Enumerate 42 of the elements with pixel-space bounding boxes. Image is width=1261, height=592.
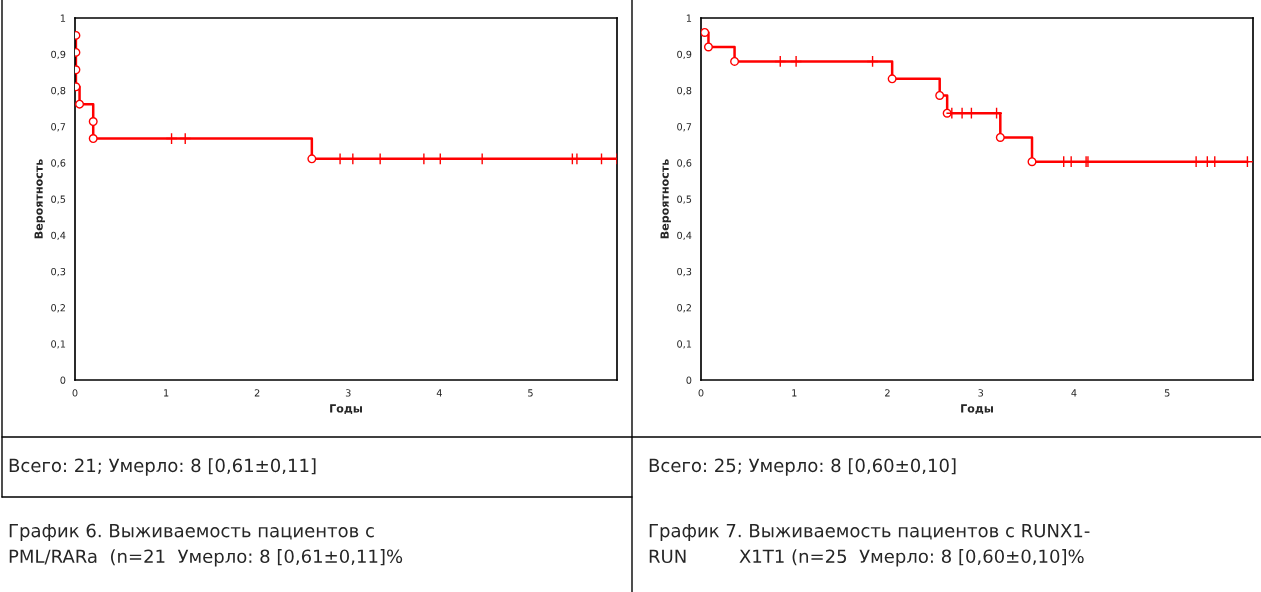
y-tick-label: 0,2 [677, 304, 691, 313]
x-tick-label: 1 [792, 389, 797, 397]
y-tick-label: 0 [686, 376, 692, 384]
y-tick-label: 0,9 [51, 50, 66, 60]
text: График 6. Выживаемость пациентов с PML/RARa (n=21 Умерло: 8 [0,61±0,11]% [9, 523, 403, 567]
text: Всего: 25; Умерло: 8 [0,60±0,10] [649, 458, 956, 476]
text: График 7. Выживаемость пациентов с RUNX1- RUN X1T1 (n=25 Умерло: 8 [0,60±0,10]% [649, 523, 1090, 567]
y-tick-label: 0,1 [677, 340, 692, 349]
y-axis-title: Вероятность [660, 159, 671, 239]
y-tick-label: 0,7 [51, 123, 66, 132]
y-tick-label: 0 [60, 376, 66, 384]
x-tick-label: 1 [164, 389, 169, 397]
x-axis-title: Годы [330, 404, 362, 414]
y-tick-label: 0,9 [677, 50, 692, 60]
y-tick-label: 0,4 [677, 231, 692, 241]
y-tick-label: 0,6 [51, 159, 66, 168]
y-tick-label: 0,8 [51, 86, 66, 96]
y-tick-label: 0,2 [51, 304, 65, 313]
x-axis-title: Годы [961, 404, 993, 414]
y-tick-label: 1 [686, 14, 692, 22]
y-tick-label: 0,7 [677, 123, 692, 132]
y-tick-label: 0,3 [677, 267, 692, 277]
x-tick-label: 4 [436, 389, 442, 397]
y-axis-title: Вероятность [34, 159, 45, 239]
y-tick-label: 0,8 [677, 86, 692, 96]
text: Всего: 21; Умерло: 8 [0,61±0,11] [9, 458, 316, 476]
y-tick-label: 0,4 [51, 231, 66, 241]
x-tick-label: 4 [1071, 389, 1077, 397]
y-tick-label: 0,6 [677, 159, 692, 168]
y-tick-label: 0,3 [51, 267, 66, 277]
x-tick-label: 5 [1164, 389, 1170, 397]
x-tick-label: 3 [345, 389, 351, 397]
y-tick-label: 1 [60, 14, 66, 22]
y-tick-label: 0,5 [677, 195, 692, 204]
x-tick-label: 3 [978, 389, 984, 397]
x-tick-label: 0 [72, 389, 78, 397]
y-tick-label: 0,5 [51, 195, 66, 204]
x-tick-label: 0 [698, 389, 704, 397]
x-tick-label: 5 [528, 389, 533, 397]
x-tick-label: 2 [254, 389, 260, 397]
y-tick-label: 0,1 [51, 340, 66, 349]
x-tick-label: 2 [885, 389, 890, 397]
